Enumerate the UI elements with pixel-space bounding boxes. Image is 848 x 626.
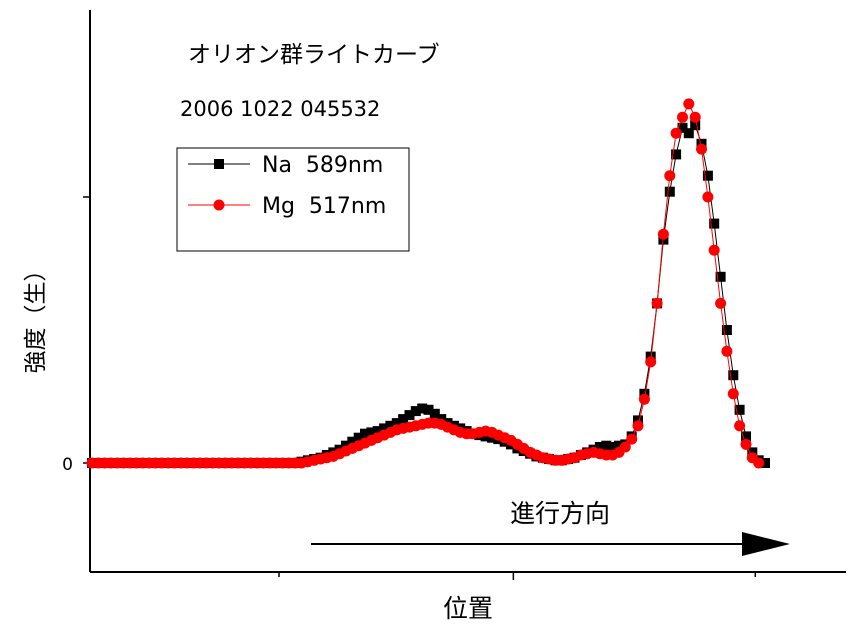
data-point xyxy=(715,297,727,309)
data-point xyxy=(353,432,364,443)
data-point xyxy=(721,325,732,335)
series-mg xyxy=(86,98,765,469)
data-point xyxy=(721,345,733,357)
legend-label-mg: Mg 517nm xyxy=(262,194,386,219)
data-point xyxy=(741,431,751,442)
data-point xyxy=(657,228,669,240)
data-point xyxy=(715,271,726,282)
data-point xyxy=(760,458,770,468)
axes xyxy=(89,10,846,573)
data-point xyxy=(379,423,390,434)
data-point xyxy=(753,457,765,469)
data-point xyxy=(664,186,675,197)
data-point xyxy=(372,426,383,437)
data-point xyxy=(690,120,701,131)
data-point xyxy=(709,218,720,229)
data-point xyxy=(645,356,657,368)
data-point xyxy=(410,406,421,417)
y-axis-label: 強度（生） xyxy=(23,259,49,374)
data-point xyxy=(689,111,701,123)
data-point xyxy=(734,404,745,415)
data-point xyxy=(594,442,605,452)
data-point xyxy=(398,414,409,425)
legend-item-mg: Mg 517nm xyxy=(188,194,386,219)
data-point xyxy=(683,98,695,110)
data-point xyxy=(651,297,663,309)
data-point xyxy=(360,428,370,439)
series-layer xyxy=(86,98,770,469)
legend-item-na: Na 589nm xyxy=(188,153,383,178)
data-point xyxy=(404,410,415,421)
data-point xyxy=(601,440,612,451)
data-point xyxy=(671,149,682,160)
data-point xyxy=(696,143,707,155)
data-point xyxy=(626,433,638,445)
data-point xyxy=(708,244,720,256)
legend: Na 589nm Mg 517nm xyxy=(176,147,410,252)
data-point xyxy=(683,128,694,139)
chart-title: オリオン群ライトカーブ xyxy=(188,42,440,68)
data-point xyxy=(607,442,618,452)
legend-marker-na xyxy=(214,159,224,169)
data-point xyxy=(638,393,650,405)
data-point xyxy=(391,418,402,429)
data-point xyxy=(632,420,644,432)
data-point xyxy=(417,403,428,414)
data-point xyxy=(347,436,358,447)
x-axis-label: 位置 xyxy=(443,594,493,623)
ticks xyxy=(83,196,757,580)
data-point xyxy=(385,420,396,431)
data-point xyxy=(740,438,752,450)
direction-label: 進行方向 xyxy=(510,499,610,528)
data-point xyxy=(677,111,688,123)
direction-annotation: 進行方向 xyxy=(311,499,790,556)
data-point xyxy=(614,440,624,451)
data-point xyxy=(423,404,434,415)
data-point xyxy=(429,408,440,419)
data-point xyxy=(734,420,746,432)
data-point xyxy=(664,170,676,182)
data-point xyxy=(670,127,682,139)
data-point xyxy=(366,427,377,438)
legend-marker-mg xyxy=(213,199,225,211)
data-point xyxy=(728,370,739,381)
data-point xyxy=(619,441,631,453)
direction-arrow-head xyxy=(742,532,790,556)
data-point xyxy=(677,122,688,133)
data-point xyxy=(727,388,739,400)
chart-subtitle: 2006 1022 045532 xyxy=(180,97,380,121)
data-point xyxy=(702,170,713,181)
data-point xyxy=(702,191,714,203)
y-tick-label-0: 0 xyxy=(62,455,73,475)
legend-label-na: Na 589nm xyxy=(262,153,383,178)
